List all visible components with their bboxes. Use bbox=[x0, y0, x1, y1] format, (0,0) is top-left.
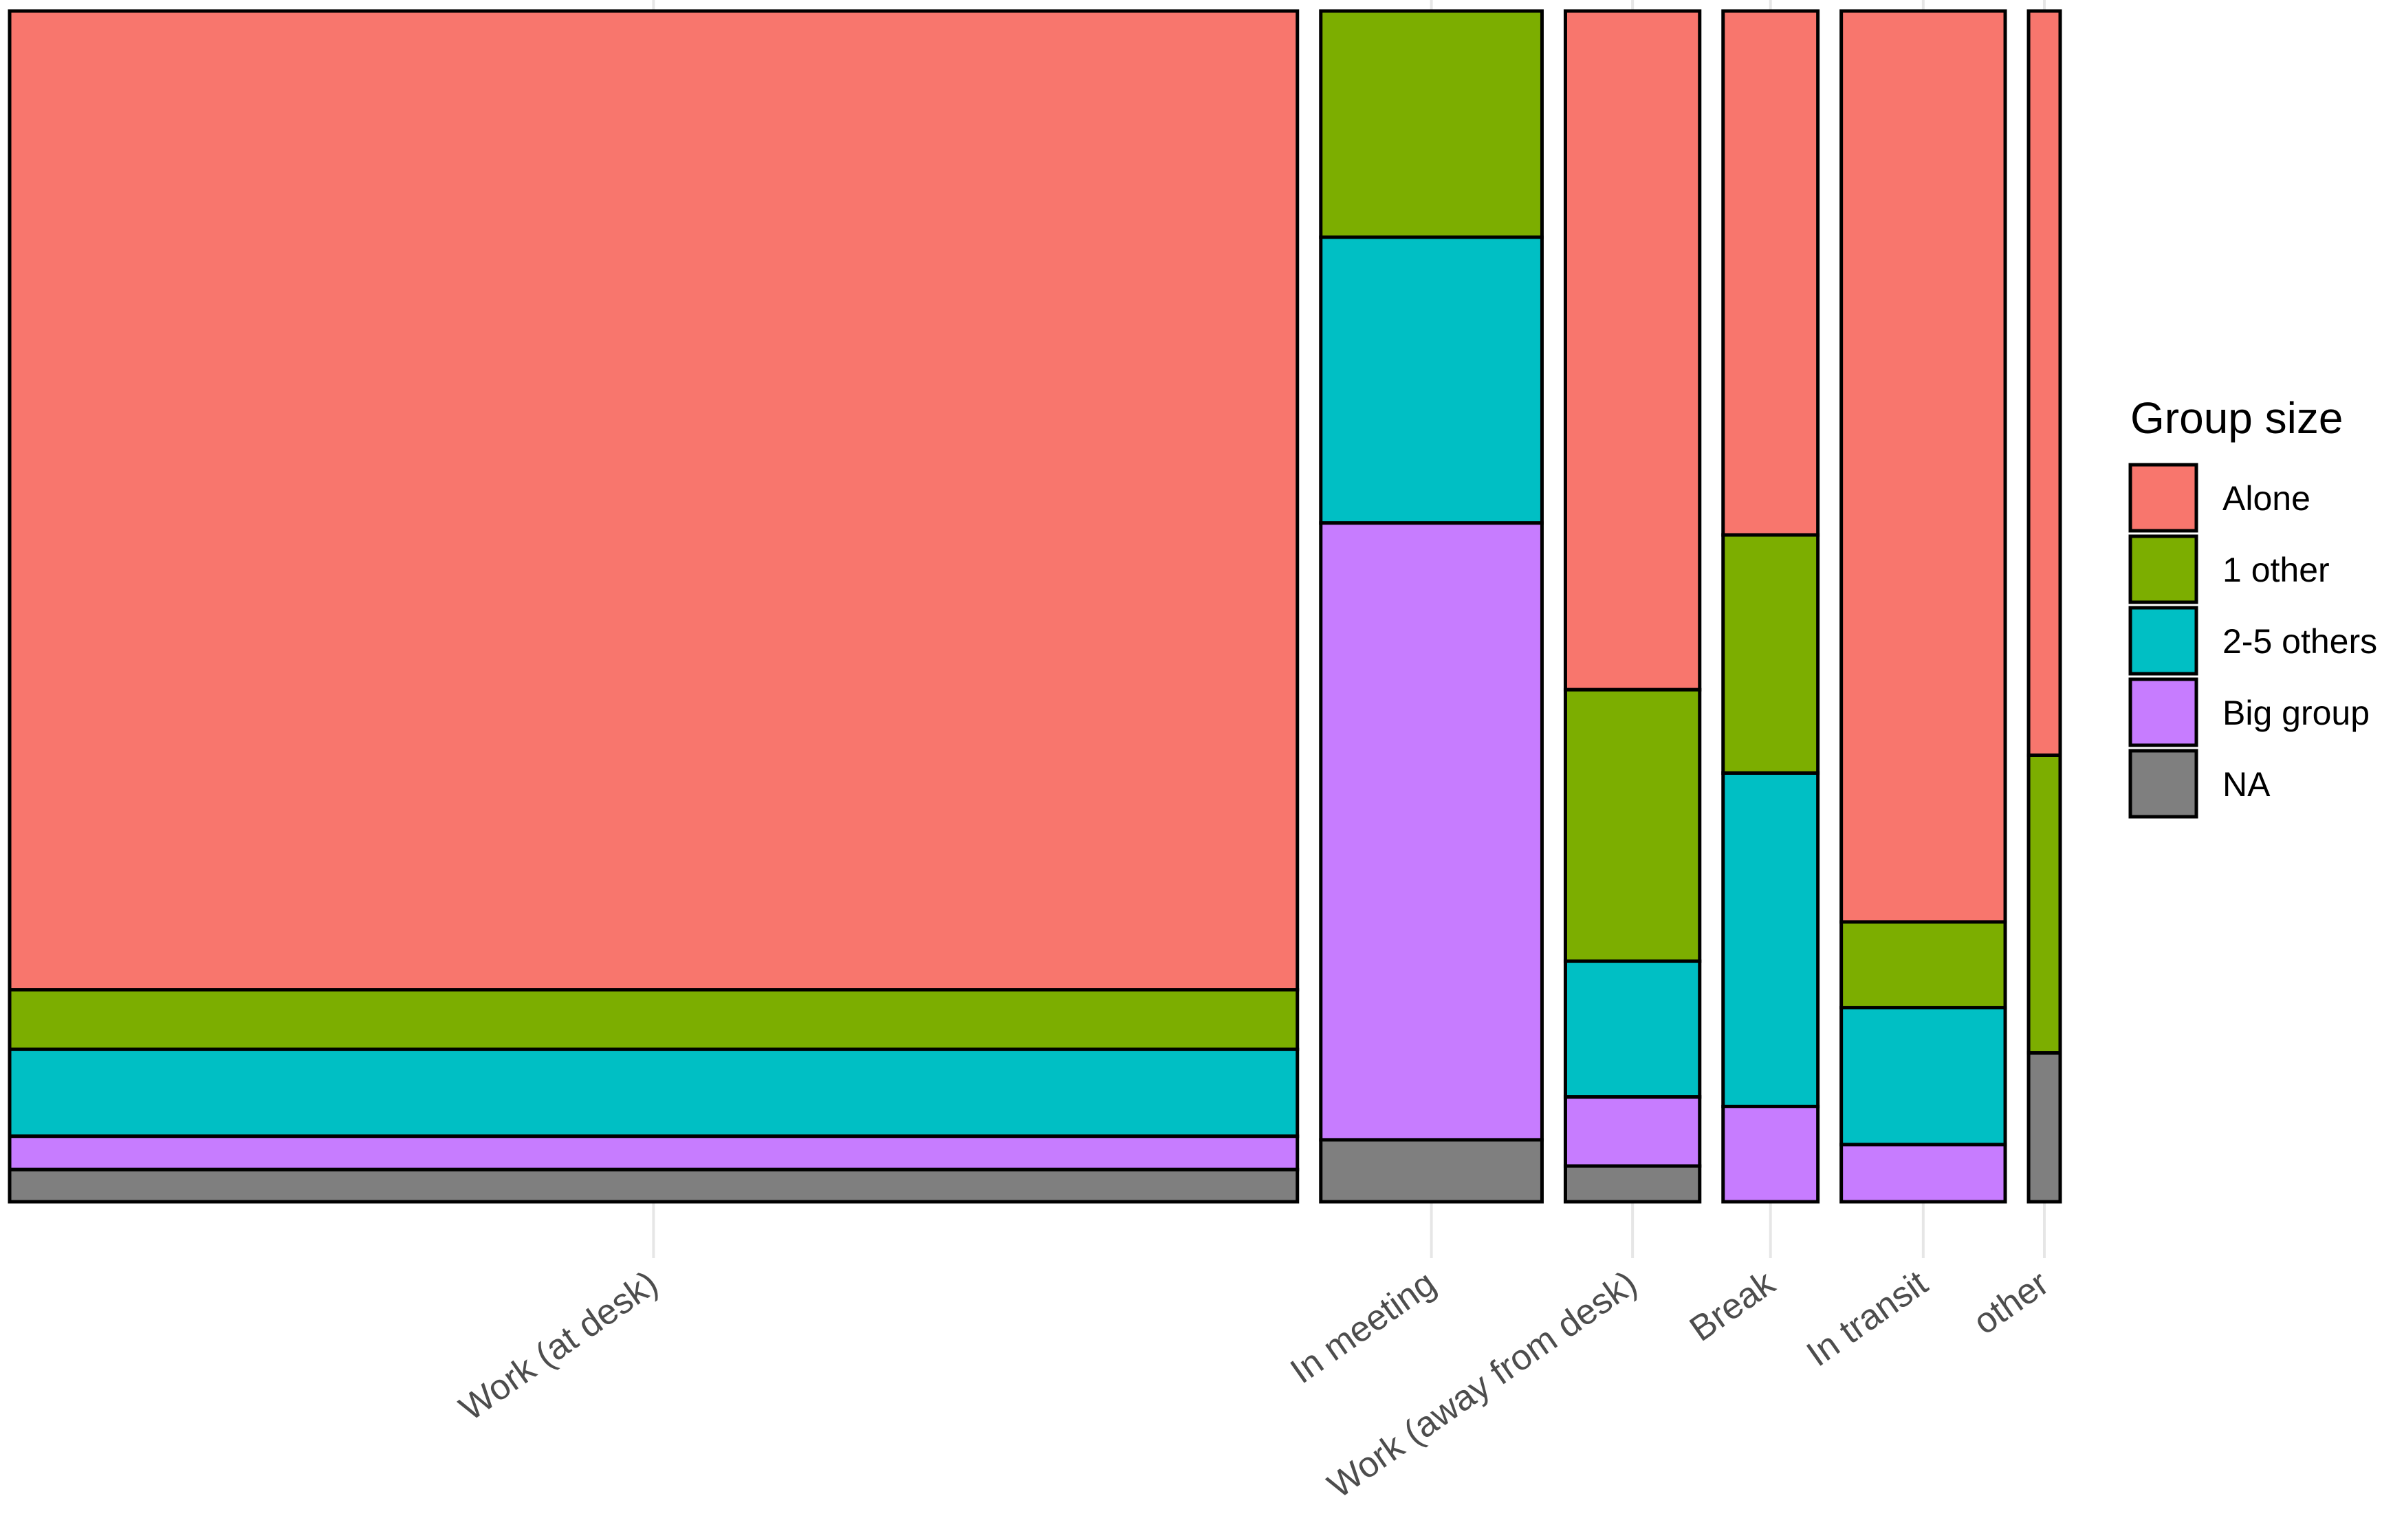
bar-segment-other-na bbox=[2026, 1051, 2062, 1204]
legend-label-na: NA bbox=[2222, 765, 2271, 804]
x-tick-label-in-transit: In transit bbox=[1800, 1263, 1935, 1374]
legend-key-big-group bbox=[2128, 677, 2198, 747]
bar-segment-in-transit-1-other bbox=[1839, 920, 2007, 1010]
legend-label-1-other: 1 other bbox=[2222, 551, 2330, 589]
x-tick-label-other: other bbox=[1967, 1263, 2056, 1342]
bar-segment-in-transit-2-5-others bbox=[1839, 1006, 2007, 1147]
bar-segment-break-1-other bbox=[1721, 533, 1820, 775]
legend-key-alone bbox=[2128, 463, 2198, 533]
x-tick-label-work-at-desk: Work (at desk) bbox=[452, 1263, 665, 1429]
x-tick-label-in-meeting: In meeting bbox=[1283, 1263, 1443, 1392]
bar-segment-work-away-from-desk-big-group bbox=[1563, 1095, 1702, 1168]
legend-key-2-5-others bbox=[2128, 606, 2198, 676]
bar-segment-in-transit-alone bbox=[1839, 9, 2007, 924]
bar-segment-work-away-from-desk-na bbox=[1563, 1164, 1702, 1204]
bar-segment-other-1-other bbox=[2026, 754, 2062, 1055]
bar-segment-in-meeting-1-other bbox=[1319, 9, 1544, 239]
legend-label-big-group: Big group bbox=[2222, 694, 2370, 732]
bar-segment-work-at-desk-1-other bbox=[8, 988, 1300, 1051]
bar-segment-work-at-desk-big-group bbox=[8, 1134, 1300, 1172]
legend-title: Group size bbox=[2130, 393, 2343, 443]
x-tick-label-break: Break bbox=[1683, 1263, 1782, 1350]
bar-segment-in-meeting-2-5-others bbox=[1319, 235, 1544, 525]
legend-label-alone: Alone bbox=[2222, 479, 2310, 518]
bar-segment-break-2-5-others bbox=[1721, 771, 1820, 1108]
bar-segment-in-meeting-na bbox=[1319, 1138, 1544, 1204]
bar-segment-break-alone bbox=[1721, 9, 1820, 537]
bar-segment-work-at-desk-na bbox=[8, 1167, 1300, 1204]
plot-bars bbox=[8, 9, 2062, 1204]
bar-segment-work-away-from-desk-alone bbox=[1563, 9, 1702, 692]
bar-segment-work-away-from-desk-1-other bbox=[1563, 688, 1702, 963]
bar-segment-in-meeting-big-group bbox=[1319, 521, 1544, 1142]
bar-segment-break-big-group bbox=[1721, 1104, 1820, 1204]
legend: Group size Alone 1 other 2-5 others Big gro… bbox=[2128, 393, 2377, 819]
legend-key-na bbox=[2128, 749, 2198, 819]
bar-segment-other-alone bbox=[2026, 9, 2062, 757]
bar-segment-work-away-from-desk-2-5-others bbox=[1563, 959, 1702, 1099]
legend-key-1-other bbox=[2128, 534, 2198, 604]
legend-label-2-5-others: 2-5 others bbox=[2222, 622, 2377, 661]
bar-segment-work-at-desk-2-5-others bbox=[8, 1047, 1300, 1138]
bar-segment-work-at-desk-alone bbox=[8, 9, 1300, 992]
bar-segment-in-transit-big-group bbox=[1839, 1143, 2007, 1204]
